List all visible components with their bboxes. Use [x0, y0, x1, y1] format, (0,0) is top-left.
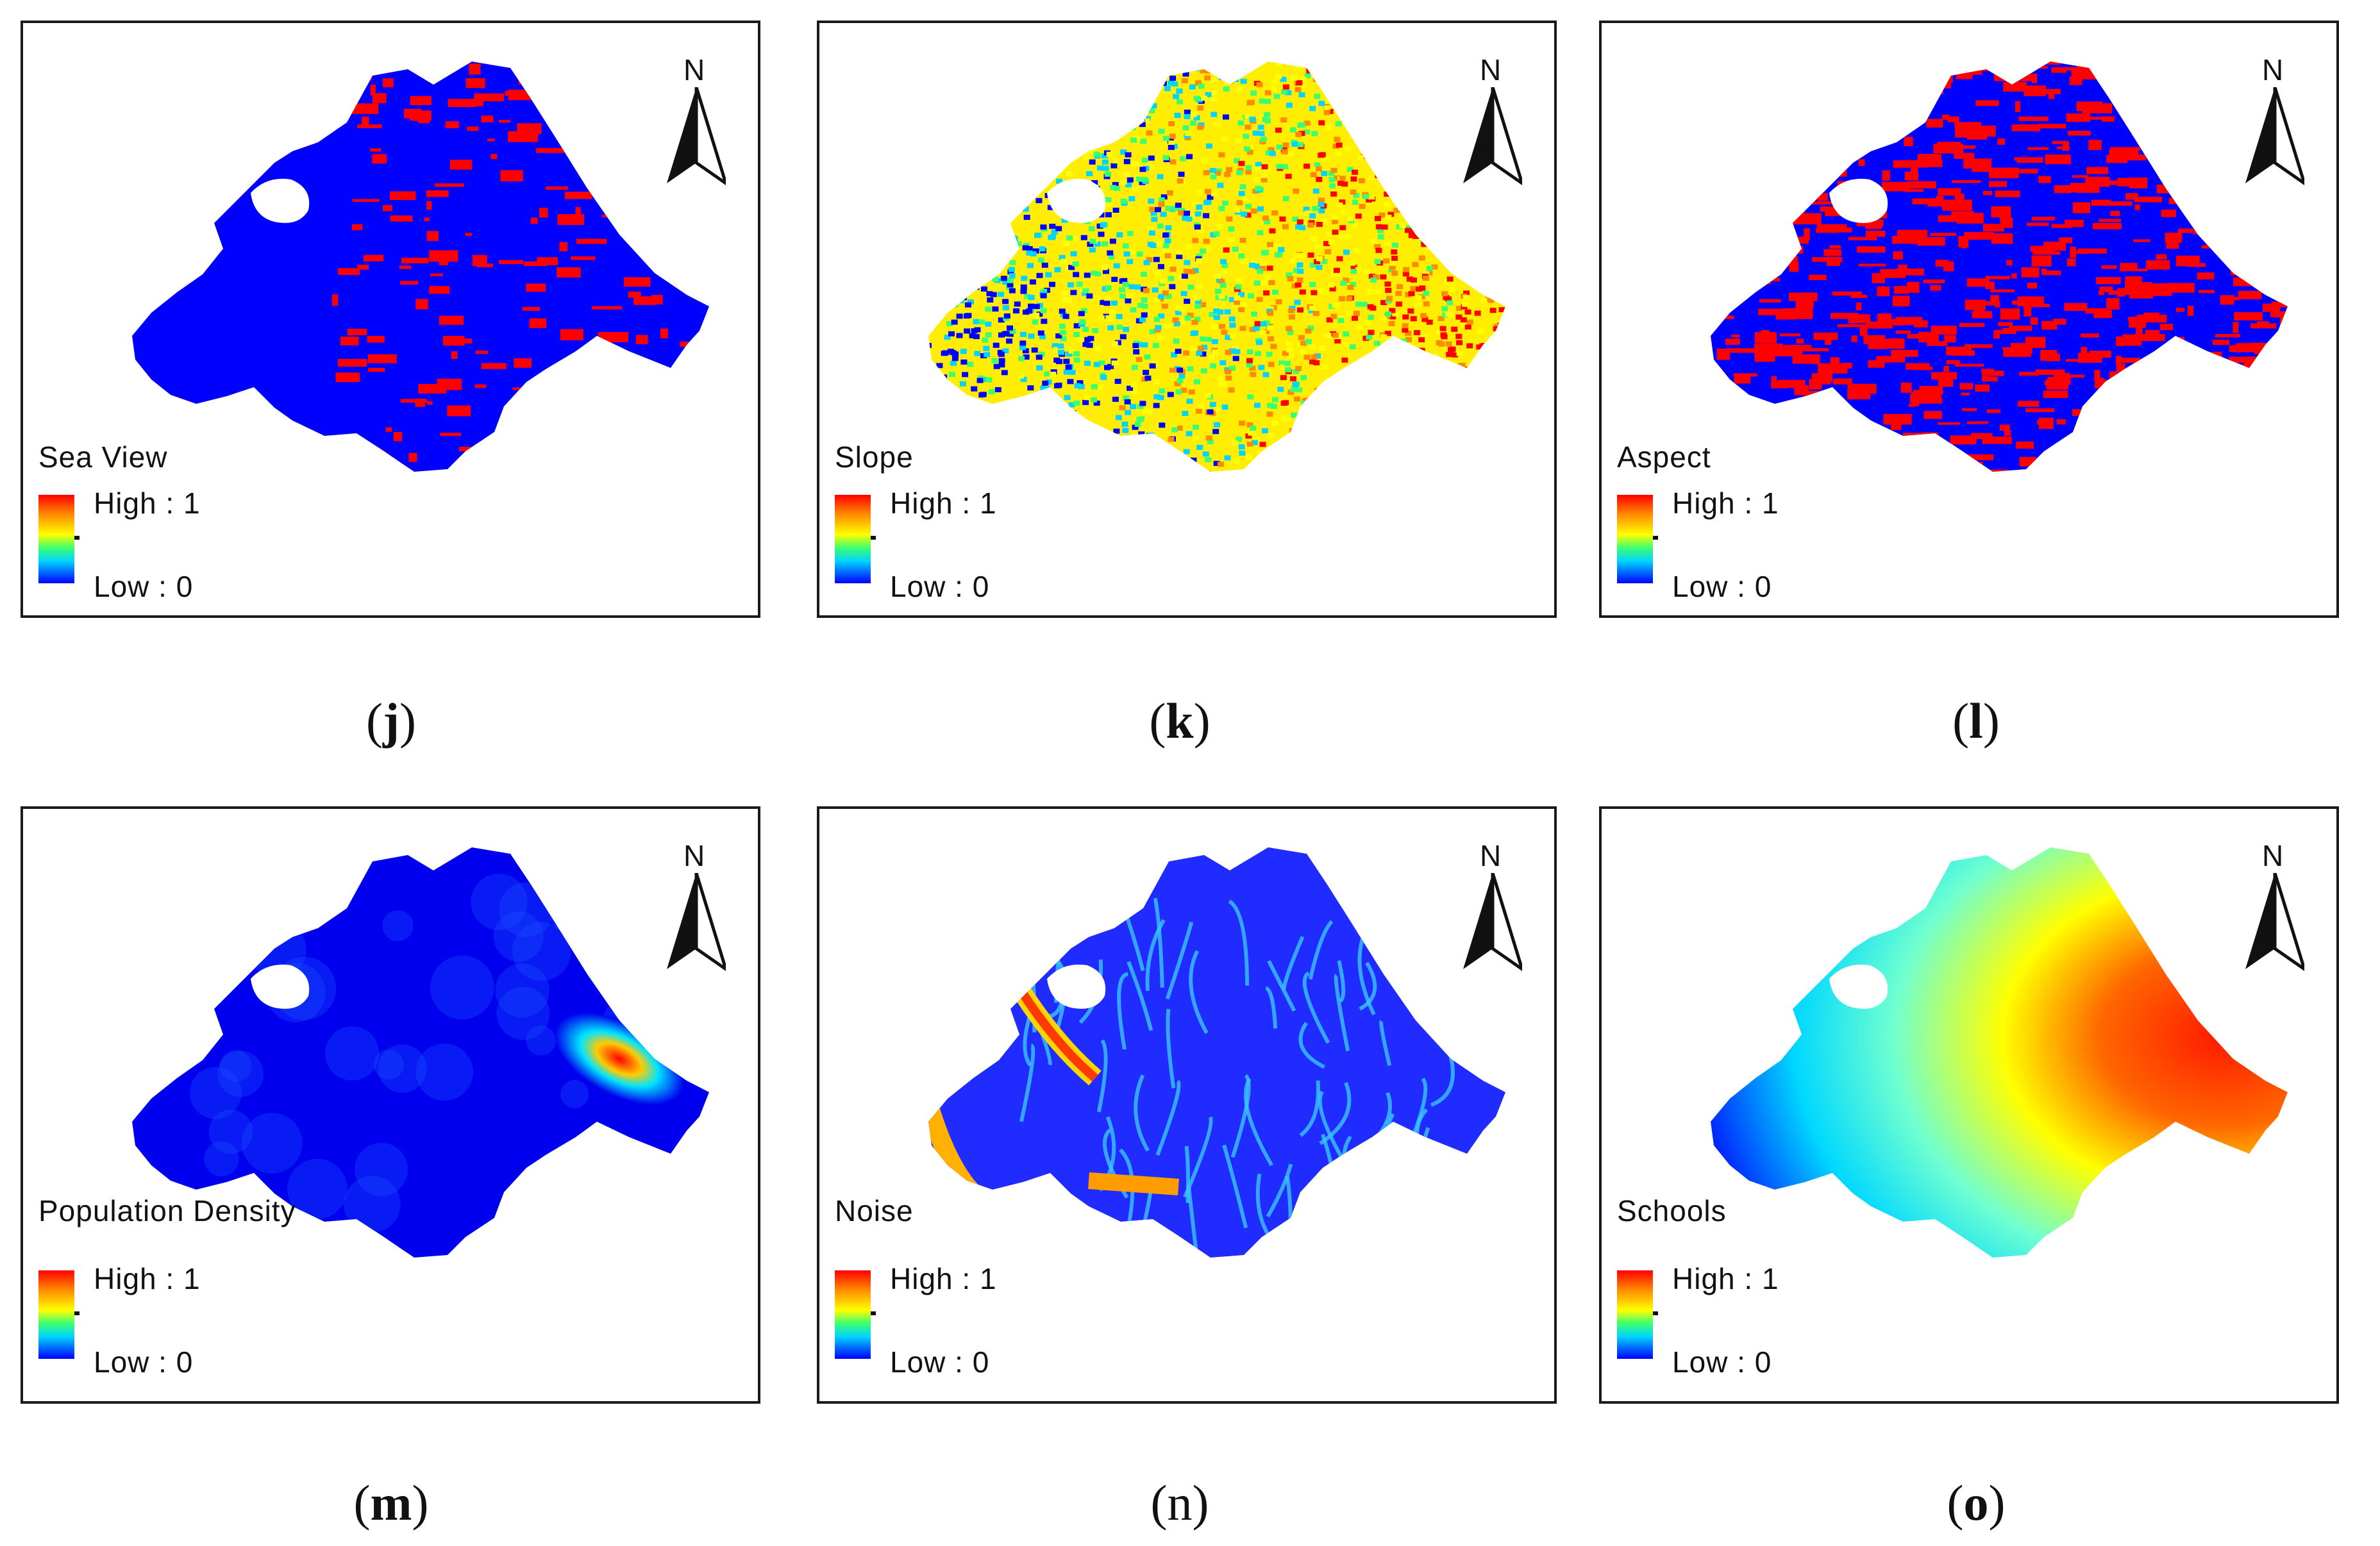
north-arrow-icon: N [2236, 838, 2313, 973]
panel-caption: (j) [366, 693, 416, 749]
raster-layer [1711, 62, 2288, 472]
legend-high-label: High : 1 [94, 1262, 201, 1295]
north-arrow-icon: N [658, 53, 735, 187]
legend-high-label: High : 1 [94, 486, 201, 520]
caption-letter: n [1167, 1475, 1193, 1531]
layer-title: Slope [835, 440, 914, 474]
legend-tick [74, 1311, 80, 1315]
legend-low-label: Low : 0 [94, 570, 194, 603]
caption-letter: j [383, 693, 399, 749]
map-panel-j: N Sea View High : 1 Low : 0 [21, 21, 760, 618]
legend-color-ramp [38, 495, 74, 583]
panel-caption: (k) [1149, 693, 1211, 749]
north-label: N [1480, 53, 1502, 87]
raster-layer [928, 847, 1505, 1258]
layer-title: Aspect [1617, 440, 1711, 474]
study-area-map [928, 847, 1505, 1258]
legend-low-label: Low : 0 [890, 570, 990, 603]
panel-caption: (o) [1947, 1475, 2006, 1531]
layer-title: Noise [835, 1194, 914, 1227]
map-panel-m: N Population Density High : 1 Low : 0 [21, 806, 760, 1404]
legend-color-ramp [1617, 495, 1653, 583]
legend-tick [871, 536, 876, 540]
study-area-map [928, 62, 1505, 472]
legend-high-label: High : 1 [890, 486, 997, 520]
legend-tick [74, 536, 80, 540]
legend-high-label: High : 1 [1672, 486, 1779, 520]
legend-tick [871, 1311, 876, 1315]
legend-high-label: High : 1 [1672, 1262, 1779, 1295]
legend-color-ramp [38, 1270, 74, 1359]
map-panel-k: N Slope High : 1 Low : 0 [817, 21, 1557, 618]
caption-letter: l [1969, 693, 1983, 749]
legend-low-label: Low : 0 [890, 1345, 990, 1379]
study-area-map [132, 847, 709, 1258]
north-label: N [683, 839, 705, 872]
caption-letter: m [370, 1475, 412, 1531]
north-label: N [683, 53, 705, 87]
raster-layer [928, 62, 1505, 472]
panel-caption: (m) [353, 1475, 429, 1531]
legend-color-ramp [1617, 1270, 1653, 1359]
north-label: N [2262, 53, 2284, 87]
caption-letter: o [1963, 1475, 1989, 1531]
map-panel-l: N Aspect High : 1 Low : 0 [1599, 21, 2339, 618]
legend-tick [1653, 536, 1658, 540]
north-arrow-icon: N [1454, 53, 1531, 187]
layer-title: Sea View [38, 440, 168, 474]
panel-caption: (l) [1952, 693, 2000, 749]
north-arrow-icon: N [1454, 838, 1531, 973]
north-arrow-icon: N [658, 838, 735, 973]
legend-color-ramp [835, 1270, 871, 1359]
study-area-map [1711, 62, 2288, 472]
north-arrow-icon: N [2236, 53, 2313, 187]
study-area-map [132, 62, 709, 472]
legend-low-label: Low : 0 [1672, 1345, 1772, 1379]
layer-title: Population Density [38, 1194, 296, 1227]
panel-caption: (n) [1150, 1475, 1209, 1531]
study-area-map [1711, 847, 2288, 1258]
raster-layer [1711, 847, 2288, 1258]
layer-title: Schools [1617, 1194, 1727, 1227]
legend-color-ramp [835, 495, 871, 583]
legend-low-label: Low : 0 [1672, 570, 1772, 603]
north-label: N [2262, 839, 2284, 872]
map-panel-n: N Noise High : 1 Low : 0 [817, 806, 1557, 1404]
caption-letter: k [1166, 693, 1194, 749]
map-panel-o: N Schools High : 1 Low : 0 [1599, 806, 2339, 1404]
legend-low-label: Low : 0 [94, 1345, 194, 1379]
legend-tick [1653, 1311, 1658, 1315]
legend-high-label: High : 1 [890, 1262, 997, 1295]
north-label: N [1480, 839, 1502, 872]
